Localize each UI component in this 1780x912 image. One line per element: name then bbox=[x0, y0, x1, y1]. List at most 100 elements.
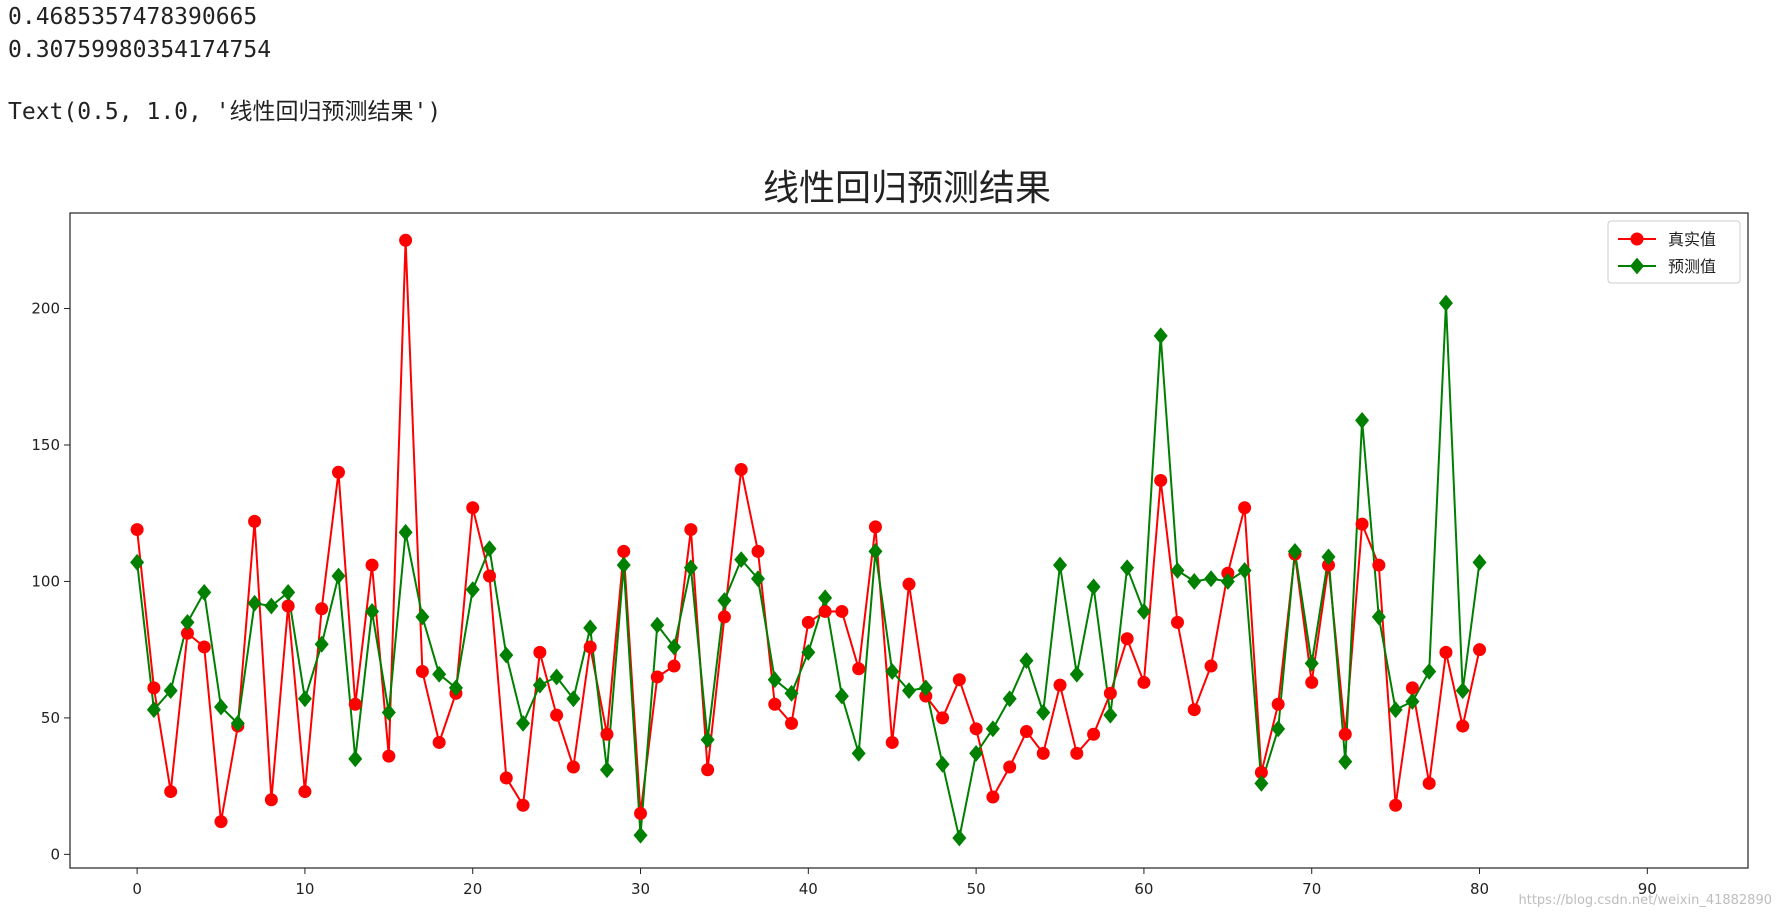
data-point-s2-51 bbox=[985, 720, 1000, 738]
output-line-1: 0.4685357478390665 bbox=[8, 4, 258, 30]
data-point-s1-29 bbox=[617, 544, 631, 558]
data-point-s1-21 bbox=[483, 569, 496, 583]
data-point-s2-53 bbox=[1019, 652, 1034, 669]
data-point-s1-35 bbox=[717, 610, 731, 624]
x-tick-label-90: 90 bbox=[1638, 880, 1657, 898]
data-point-s1-52 bbox=[1003, 760, 1017, 774]
data-point-s2-35 bbox=[717, 592, 732, 609]
data-point-s1-75 bbox=[1389, 798, 1403, 812]
data-point-s1-73 bbox=[1355, 517, 1369, 531]
data-point-s1-13 bbox=[348, 697, 362, 711]
data-point-s2-50 bbox=[969, 744, 984, 762]
data-point-s1-20 bbox=[466, 501, 480, 515]
axes-frame bbox=[69, 212, 1749, 869]
output-line-3: Text(0.5, 1.0, '线性回归预测结果') bbox=[8, 99, 442, 125]
data-point-s1-44 bbox=[868, 520, 882, 534]
data-point-s1-77 bbox=[1422, 776, 1436, 790]
data-point-s1-60 bbox=[1137, 675, 1151, 689]
data-point-s1-9 bbox=[281, 599, 295, 613]
data-point-s1-51 bbox=[986, 790, 1000, 804]
data-point-s1-45 bbox=[885, 735, 899, 749]
data-point-s2-39 bbox=[784, 684, 799, 702]
data-point-s2-68 bbox=[1271, 720, 1286, 738]
data-point-s2-14 bbox=[365, 603, 380, 620]
x-tick-label-80: 80 bbox=[1470, 880, 1489, 898]
data-point-s2-11 bbox=[314, 635, 329, 653]
y-tick-label-100: 100 bbox=[31, 572, 60, 590]
data-point-s2-28 bbox=[599, 761, 614, 779]
data-point-s2-19 bbox=[448, 679, 463, 697]
data-point-s2-72 bbox=[1338, 753, 1353, 770]
data-point-s2-55 bbox=[1053, 556, 1068, 574]
data-point-s2-62 bbox=[1170, 562, 1185, 579]
data-point-s2-42 bbox=[834, 687, 849, 705]
data-point-s1-43 bbox=[852, 662, 866, 676]
data-point-s2-27 bbox=[583, 619, 598, 637]
legend-marker-1 bbox=[1630, 232, 1644, 246]
data-point-s1-32 bbox=[667, 659, 681, 673]
data-point-s1-4 bbox=[197, 640, 211, 654]
data-point-s1-41 bbox=[818, 604, 832, 618]
data-point-s1-10 bbox=[298, 785, 312, 799]
data-point-s1-55 bbox=[1053, 678, 1067, 692]
data-point-s1-67 bbox=[1254, 765, 1268, 779]
legend-label-2: 预测值 bbox=[1668, 257, 1716, 276]
data-point-s1-40 bbox=[801, 615, 815, 629]
data-point-s2-26 bbox=[566, 690, 581, 708]
data-point-s1-61 bbox=[1154, 473, 1168, 487]
data-point-s1-23 bbox=[516, 798, 530, 812]
data-point-s2-75 bbox=[1388, 701, 1403, 719]
data-point-s1-16 bbox=[399, 233, 413, 247]
data-point-s2-7 bbox=[247, 594, 262, 612]
data-point-s2-58 bbox=[1103, 706, 1118, 724]
y-tick-label-50: 50 bbox=[41, 709, 60, 727]
data-point-s1-8 bbox=[264, 793, 278, 807]
data-point-s1-24 bbox=[533, 645, 547, 659]
data-point-s1-27 bbox=[583, 640, 597, 654]
data-point-s1-48 bbox=[936, 711, 950, 725]
data-point-s2-56 bbox=[1069, 665, 1084, 683]
data-point-s2-13 bbox=[348, 750, 363, 768]
x-tick-label-20: 20 bbox=[463, 880, 482, 898]
x-tick-label-60: 60 bbox=[1134, 880, 1153, 898]
data-point-s2-60 bbox=[1136, 603, 1151, 620]
data-point-s2-77 bbox=[1422, 663, 1437, 680]
data-point-s2-38 bbox=[767, 671, 782, 689]
data-point-s2-47 bbox=[918, 679, 933, 697]
data-point-s1-63 bbox=[1187, 703, 1201, 717]
data-point-s1-62 bbox=[1170, 615, 1184, 629]
data-point-s1-39 bbox=[785, 716, 799, 730]
data-point-s2-76 bbox=[1405, 693, 1420, 710]
data-point-s2-41 bbox=[818, 589, 833, 607]
data-point-s1-28 bbox=[600, 727, 614, 741]
data-point-s1-12 bbox=[331, 465, 345, 479]
data-point-s2-69 bbox=[1287, 543, 1302, 560]
x-tick-label-0: 0 bbox=[132, 880, 142, 898]
data-point-s2-25 bbox=[549, 668, 564, 686]
y-tick-label-150: 150 bbox=[31, 436, 60, 454]
x-tick-label-70: 70 bbox=[1302, 880, 1321, 898]
plot-area bbox=[130, 233, 1487, 847]
data-point-s1-11 bbox=[315, 602, 329, 616]
data-point-s2-74 bbox=[1371, 608, 1386, 626]
data-point-s1-54 bbox=[1036, 746, 1050, 760]
data-point-s2-4 bbox=[197, 583, 212, 601]
legend-label-1: 真实值 bbox=[1668, 230, 1716, 249]
data-point-s1-64 bbox=[1204, 659, 1218, 673]
data-point-s1-26 bbox=[566, 760, 580, 774]
data-point-s2-1 bbox=[146, 701, 161, 719]
data-point-s1-5 bbox=[214, 815, 228, 829]
data-point-s1-15 bbox=[382, 749, 396, 763]
data-point-s1-17 bbox=[415, 665, 429, 678]
data-point-s2-18 bbox=[432, 665, 447, 683]
data-point-s2-36 bbox=[734, 551, 749, 569]
chart-title: 线性回归预测结果 bbox=[763, 168, 1051, 209]
data-point-s2-20 bbox=[465, 581, 480, 599]
data-point-s1-0 bbox=[130, 523, 144, 537]
data-point-s1-36 bbox=[734, 463, 748, 477]
data-point-s2-80 bbox=[1472, 553, 1487, 571]
data-point-s2-23 bbox=[516, 714, 531, 732]
data-point-s2-57 bbox=[1086, 578, 1101, 596]
